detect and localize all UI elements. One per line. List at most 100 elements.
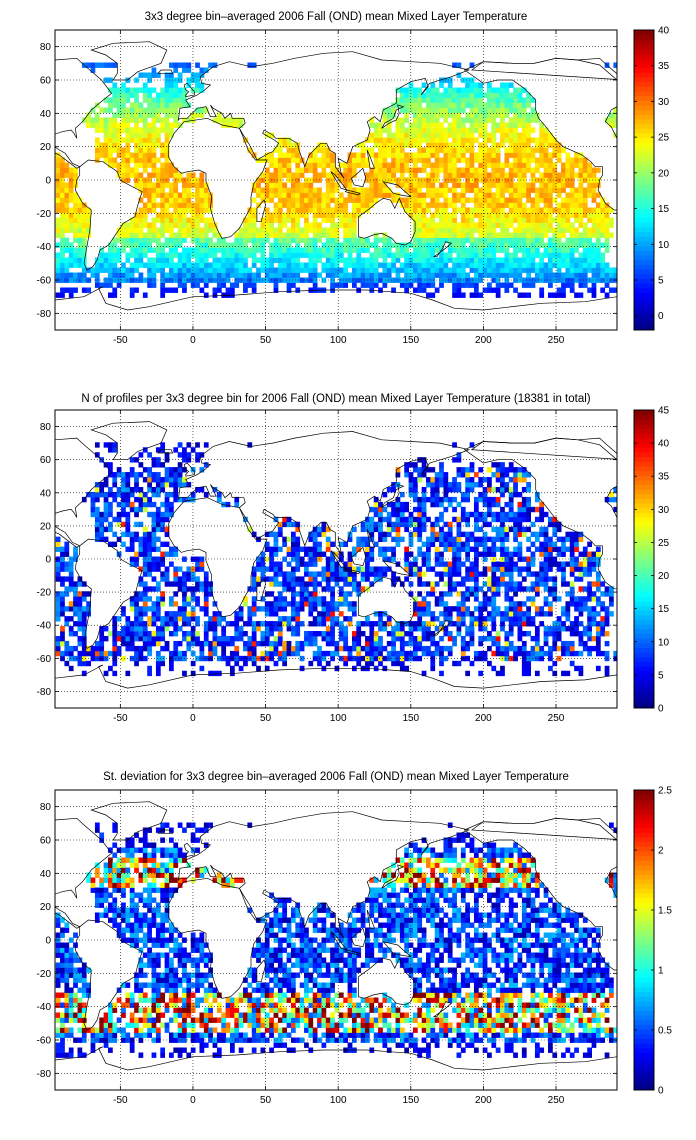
heatmap-cell [203,282,209,288]
heatmap-cell [238,122,244,128]
heatmap-cell [412,252,418,258]
heatmap-cell [99,655,105,662]
heatmap-cell [378,626,383,632]
heatmap-cell [356,621,362,627]
heatmap-cell [317,162,322,168]
heatmap-cell [103,482,109,488]
heatmap-cell [378,655,383,662]
heatmap-cell [412,242,418,248]
heatmap-cell [112,541,118,547]
heatmap-cell [256,655,261,662]
heatmap-cell [234,626,240,632]
heatmap-cell [121,152,126,158]
heatmap-cell [561,207,566,213]
heatmap-cell [86,212,91,218]
heatmap-cell [495,177,501,183]
heatmap-cell [582,277,588,283]
heatmap-cell [134,92,139,98]
heatmap-cell [290,142,296,148]
heatmap-cell [574,262,579,268]
heatmap-cell [138,222,144,228]
heatmap-cell [129,645,135,652]
heatmap-cell [203,182,209,188]
heatmap-cell [216,257,222,263]
heatmap-cell [195,222,200,228]
heatmap-cell [164,541,170,547]
heatmap-cell [439,272,444,278]
heatmap-cell [112,650,118,657]
heatmap-cell [386,132,392,138]
heatmap-cell [478,177,484,183]
heatmap-cell [155,596,161,602]
heatmap-cell [487,172,492,178]
heatmap-cell [299,546,305,552]
heatmap-cell [338,626,344,632]
heatmap-cell [64,202,70,208]
heatmap-cell [99,511,105,518]
heatmap-cell [578,187,584,193]
heatmap-cell [312,172,318,178]
heatmap-cell [312,217,318,223]
heatmap-cell [195,457,200,463]
heatmap-cell [299,596,305,602]
heatmap-cell [569,172,575,178]
heatmap-cell [517,107,523,113]
heatmap-cell [108,127,113,133]
colorbar-step [634,34,654,40]
heatmap-cell [351,576,357,582]
heatmap-cell [108,137,113,143]
heatmap-cell [343,616,349,622]
heatmap-cell [182,581,187,587]
heatmap-cell [264,182,270,188]
heatmap-cell [343,277,349,283]
heatmap-cell [412,112,418,118]
heatmap-cell [195,247,200,253]
heatmap-cell [55,157,61,163]
heatmap-cell [561,217,566,223]
heatmap-cell [151,237,157,243]
heatmap-cell [277,616,283,622]
heatmap-cell [469,137,475,143]
heatmap-cell [365,561,370,567]
heatmap-cell [412,267,418,273]
heatmap-cell [426,132,431,138]
heatmap-cell [561,287,566,293]
heatmap-cell [68,217,74,223]
heatmap-cell [434,227,440,233]
heatmap-cell [539,262,545,268]
heatmap-cell [112,252,118,258]
heatmap-cell [73,252,78,258]
heatmap-cell [469,157,475,163]
heatmap-cell [212,635,218,642]
heatmap-cell [482,247,488,253]
heatmap-cell [273,257,279,263]
heatmap-cell [155,257,161,263]
heatmap-cell [155,447,161,453]
colorbar-step [634,325,654,331]
heatmap-cell [138,521,144,528]
heatmap-cell [164,82,170,88]
heatmap-cell [565,192,571,198]
heatmap-cell [295,262,301,268]
heatmap-cell [129,601,135,607]
heatmap-cell [134,97,139,103]
heatmap-cell [382,621,388,627]
heatmap-cell [369,187,375,193]
heatmap-cell [138,237,144,243]
heatmap-cell [317,192,322,198]
heatmap-cell [164,511,170,518]
heatmap-cell [382,626,388,632]
heatmap-cell [160,252,166,258]
heatmap-cell [295,277,301,283]
heatmap-cell [277,581,283,587]
heatmap-cell [182,452,187,458]
heatmap-cell [391,162,396,168]
heatmap-cell [574,227,579,233]
heatmap-cell [195,187,200,193]
heatmap-cell [151,606,157,612]
heatmap-cell [465,172,471,178]
heatmap-cell [443,257,449,263]
heatmap-cell [94,137,100,143]
heatmap-cell [77,202,83,208]
heatmap-cell [195,556,200,562]
